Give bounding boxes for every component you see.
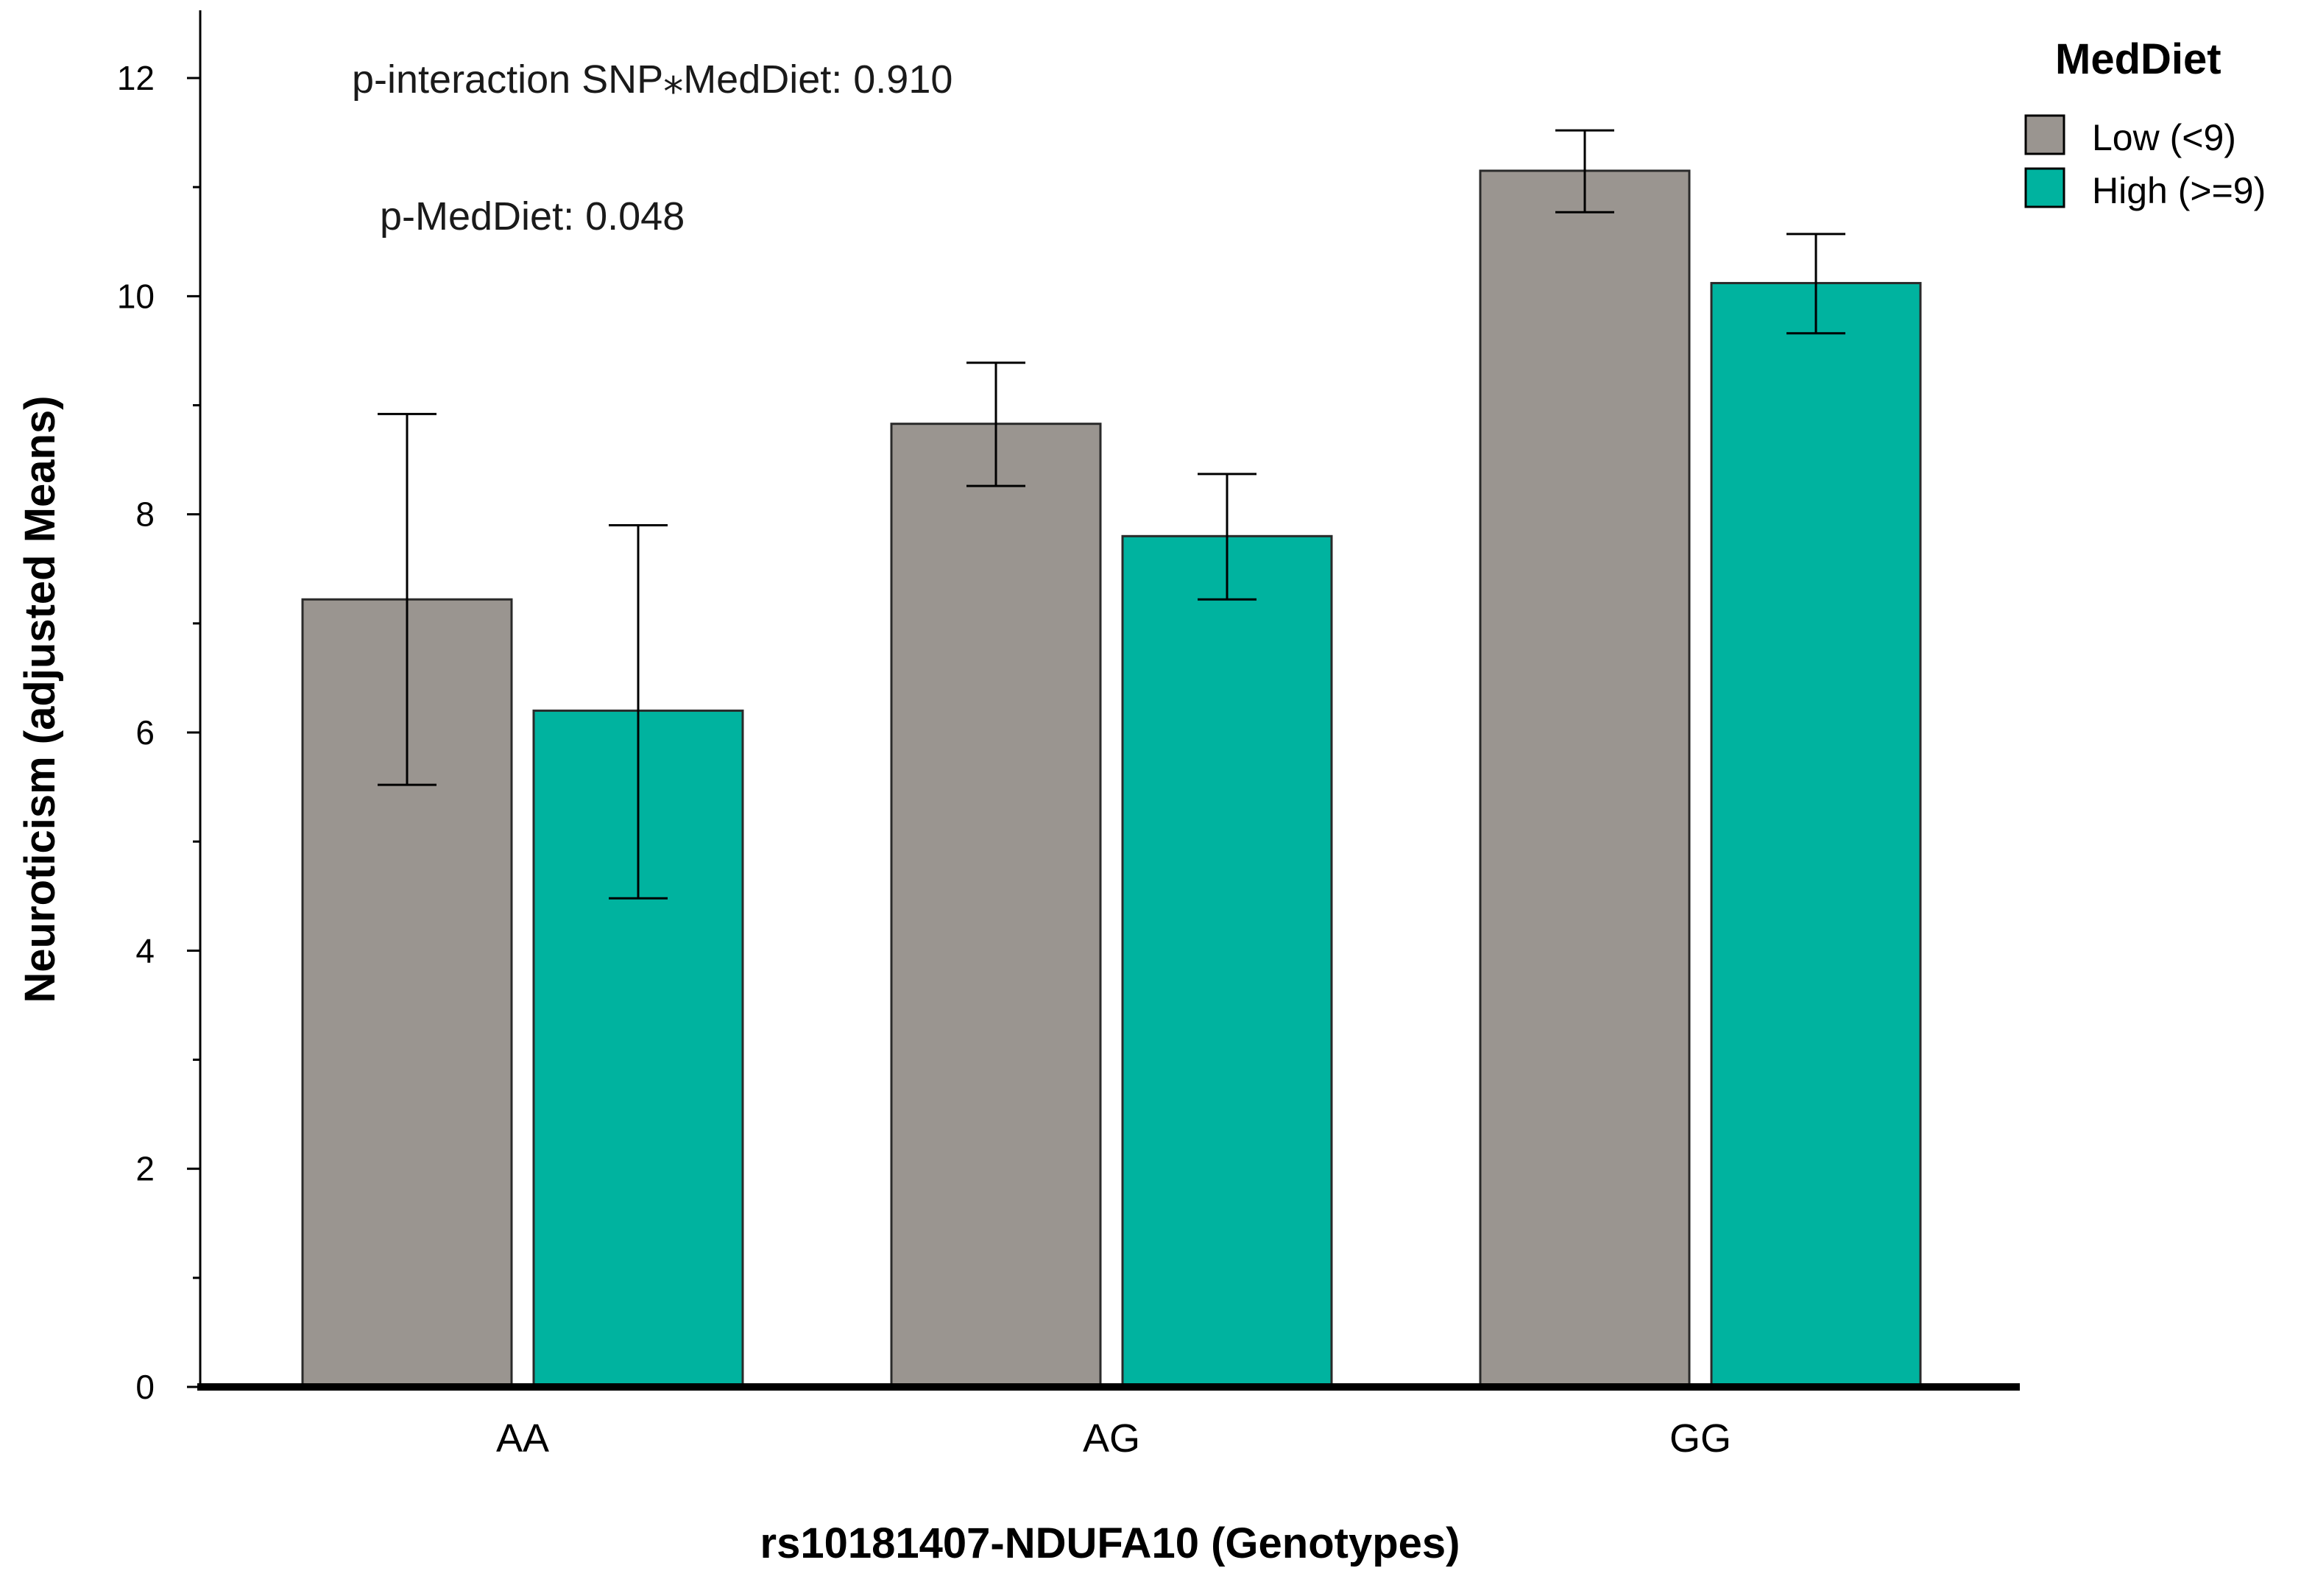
- y-tick-label: 10: [117, 277, 155, 315]
- plot-area: [301, 129, 1922, 1388]
- annotation-interaction: p-interaction SNP⁎MedDiet: 0.910: [352, 57, 952, 102]
- x-category-label: AA: [496, 1416, 549, 1461]
- x-category-label: GG: [1669, 1416, 1731, 1461]
- error-bar-low-gg: [1555, 129, 1614, 213]
- legend-label-high: High (>=9): [2092, 170, 2266, 211]
- error-bar-low-aa: [378, 412, 436, 786]
- x-category-label: AG: [1083, 1416, 1140, 1461]
- legend-title: MedDiet: [2055, 35, 2222, 83]
- y-tick-label: 4: [135, 931, 155, 970]
- y-tick-label: 8: [135, 495, 155, 534]
- y-tick-label: 12: [117, 59, 155, 97]
- bar-high-ag: [1121, 534, 1333, 1388]
- x-axis-title: rs10181407-NDUFA10 (Genotypes): [760, 1519, 1460, 1567]
- y-tick-label: 6: [135, 713, 155, 752]
- y-axis-title: Neuroticism (adjusted Means): [16, 395, 64, 1003]
- error-bar-high-gg: [1786, 233, 1845, 335]
- legend-swatch-high: [2024, 167, 2065, 208]
- bar-low-ag: [890, 423, 1102, 1388]
- error-bar-high-aa: [609, 523, 668, 900]
- bar-high-gg: [1710, 282, 1922, 1388]
- legend: MedDiet Low (<9) High (>=9): [2024, 35, 2266, 211]
- y-tick-label: 2: [135, 1150, 155, 1188]
- legend-label-low: Low (<9): [2092, 117, 2236, 158]
- bar-low-gg: [1479, 169, 1691, 1388]
- axes: 0 2 4 6 8 10 12 AA AG GG: [117, 10, 2020, 1461]
- error-bar-low-ag: [966, 361, 1025, 487]
- y-tick-label: 0: [135, 1368, 155, 1406]
- annotation-meddiet: p-MedDiet: 0.048: [380, 194, 685, 239]
- legend-swatch-low: [2024, 114, 2065, 155]
- error-bar-high-ag: [1198, 473, 1256, 601]
